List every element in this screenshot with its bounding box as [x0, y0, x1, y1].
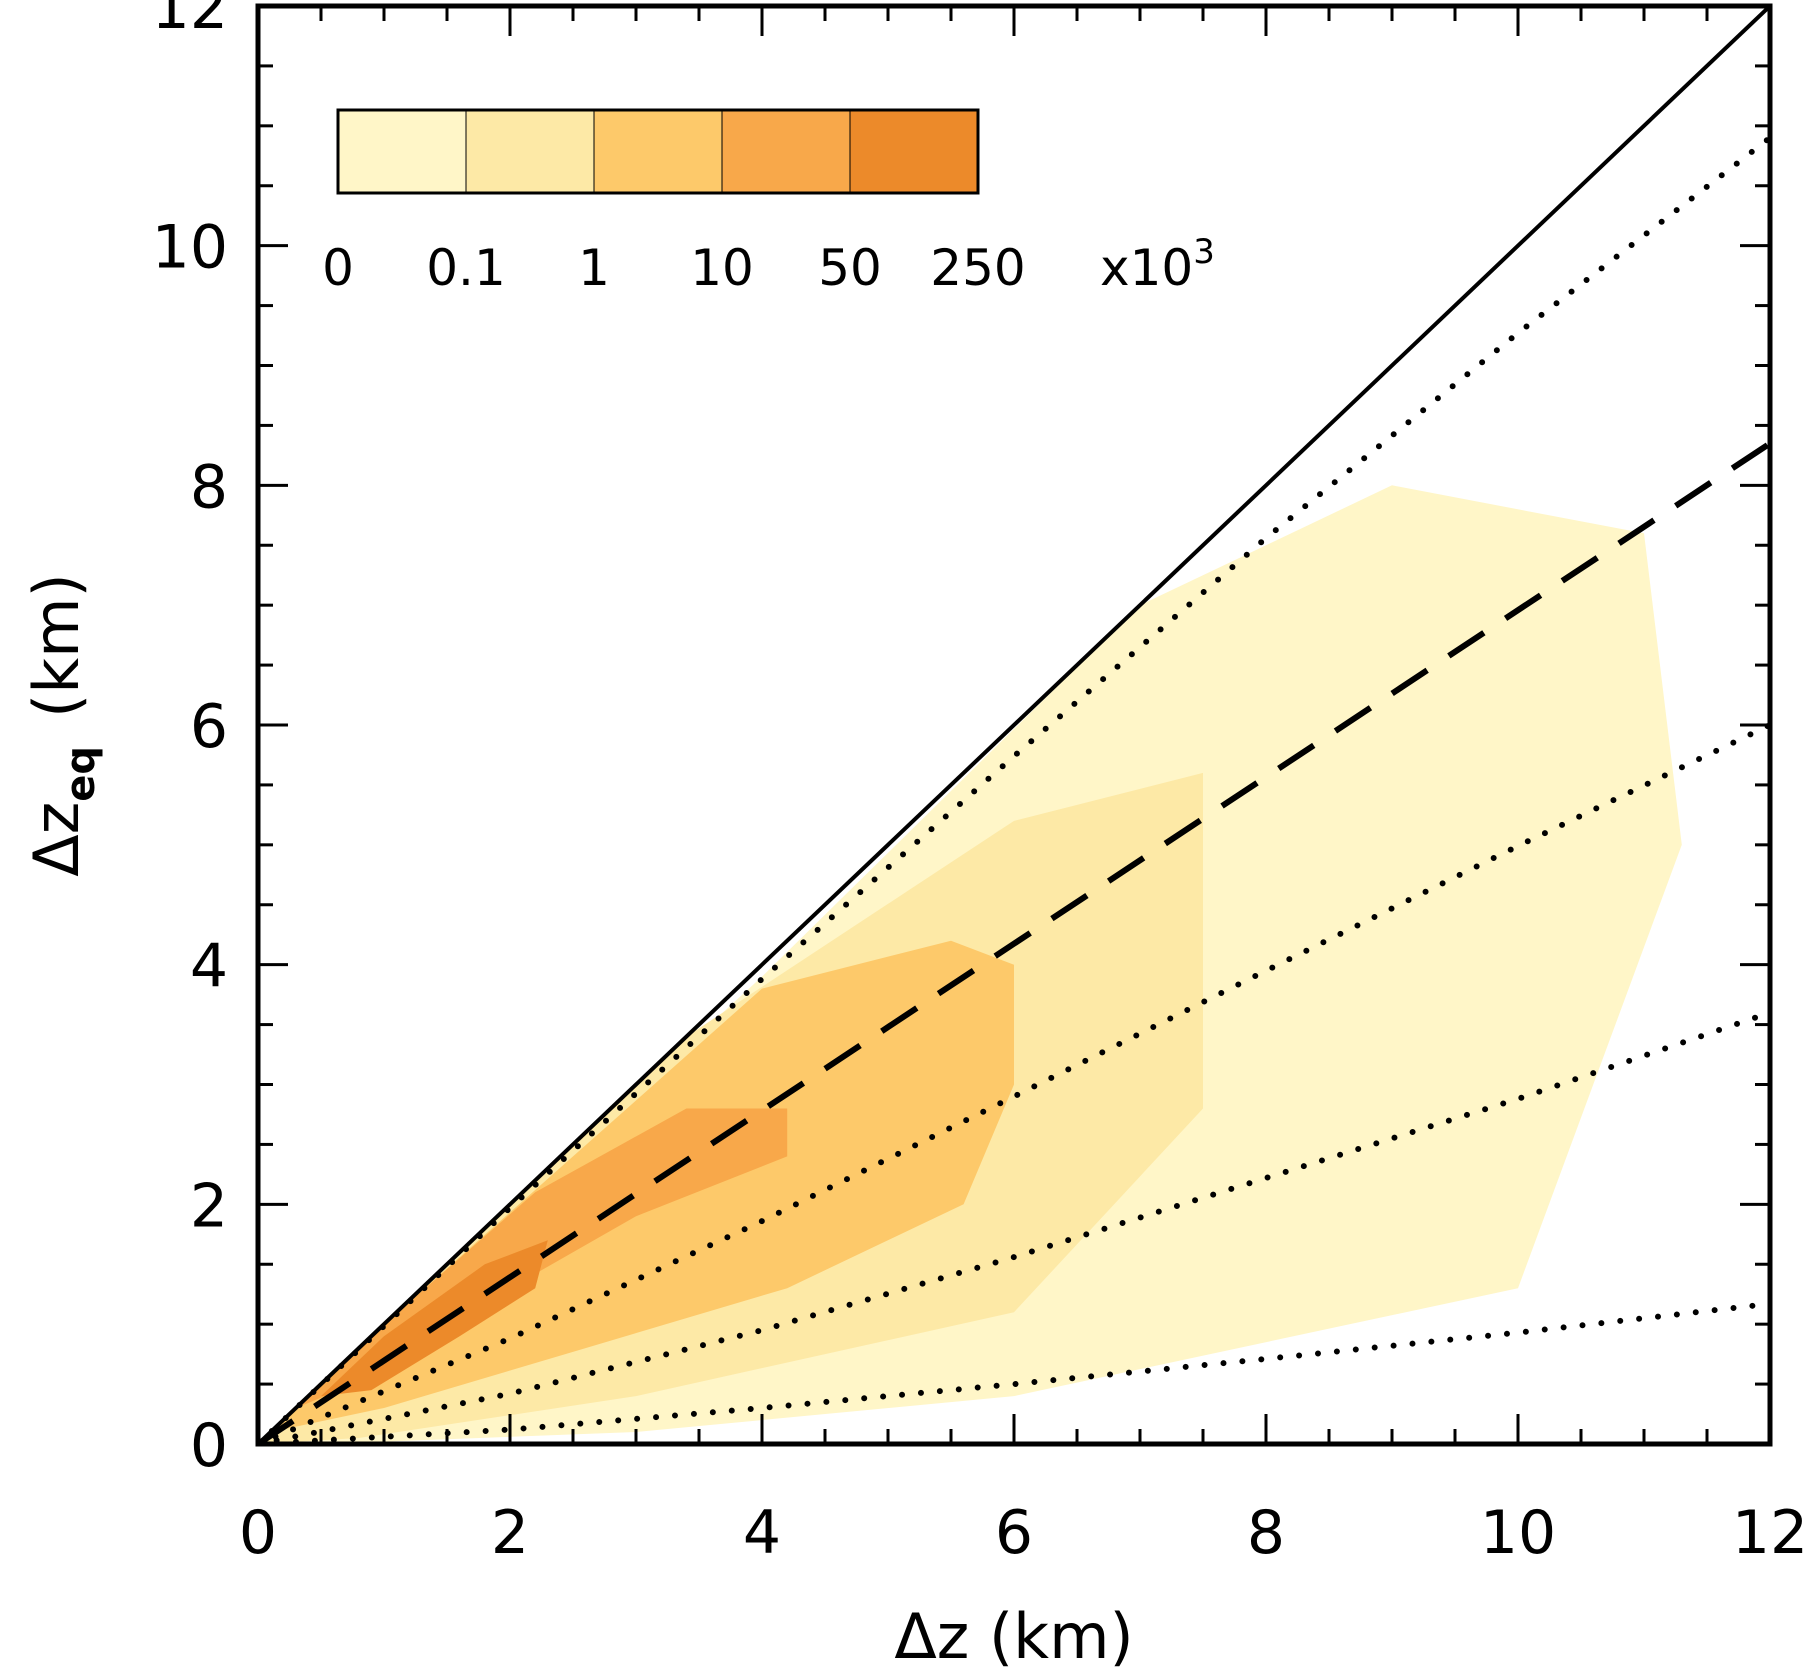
- colorbar-label: 0: [322, 239, 354, 297]
- y-tick-label: 0: [190, 1411, 228, 1481]
- colorbar-label: 0.1: [426, 239, 506, 297]
- colorbar-label: 1: [578, 239, 610, 297]
- reference-lines: [258, 6, 1770, 1444]
- y-tick-label: 4: [190, 932, 228, 1002]
- x-axis-title: Δz (km): [894, 1600, 1133, 1673]
- x-tick-label: 6: [995, 1498, 1033, 1568]
- dotted-line-4: [258, 1009, 1770, 1444]
- colorbar-swatch-3: [721, 109, 851, 194]
- y-tick-label: 6: [190, 692, 228, 762]
- x-tick-label: 2: [491, 1498, 529, 1568]
- x-tick-labels: 0 2 4 6 8 10 12: [239, 1498, 1808, 1568]
- axis-ticks: [256, 4, 1772, 1446]
- density-region-level-5: [321, 1240, 548, 1397]
- dashed-line-1: [258, 440, 1770, 1444]
- x-tick-label: 12: [1732, 1498, 1808, 1568]
- y-tick-label: 12: [152, 0, 228, 43]
- y-tick-label: 8: [190, 452, 228, 522]
- solid-line-0: [258, 6, 1770, 1444]
- x-tick-label: 0: [239, 1498, 277, 1568]
- colorbar-swatch-1: [465, 109, 595, 194]
- dotted-line-5: [258, 1300, 1770, 1444]
- x-tick-label: 4: [743, 1498, 781, 1568]
- colorbar-swatch-2: [593, 109, 723, 194]
- colorbar-label: 10: [690, 239, 754, 297]
- colorbar-swatch-0: [337, 109, 467, 194]
- y-tick-label: 10: [152, 213, 228, 283]
- colorbar-labels: 0 0.1 1 10 50 250: [322, 239, 1026, 297]
- colorbar: 0 0.1 1 10 50 250 x103: [322, 108, 1215, 297]
- x-tick-label: 8: [1247, 1498, 1285, 1568]
- colorbar-swatches: [337, 109, 979, 194]
- colorbar-multiplier: x103: [1100, 232, 1215, 297]
- y-axis-title-text: Δzeq(km): [20, 573, 104, 876]
- y-tick-label: 2: [190, 1171, 228, 1241]
- y-axis-title: Δzeq(km): [20, 573, 104, 876]
- colorbar-frame: [336, 108, 980, 195]
- colorbar-swatch-4: [849, 109, 979, 194]
- colorbar-label: 250: [930, 239, 1025, 297]
- x-tick-label: 10: [1480, 1498, 1556, 1568]
- colorbar-label: 50: [818, 239, 882, 297]
- y-tick-labels: 0 2 4 6 8 10 12: [152, 0, 228, 1481]
